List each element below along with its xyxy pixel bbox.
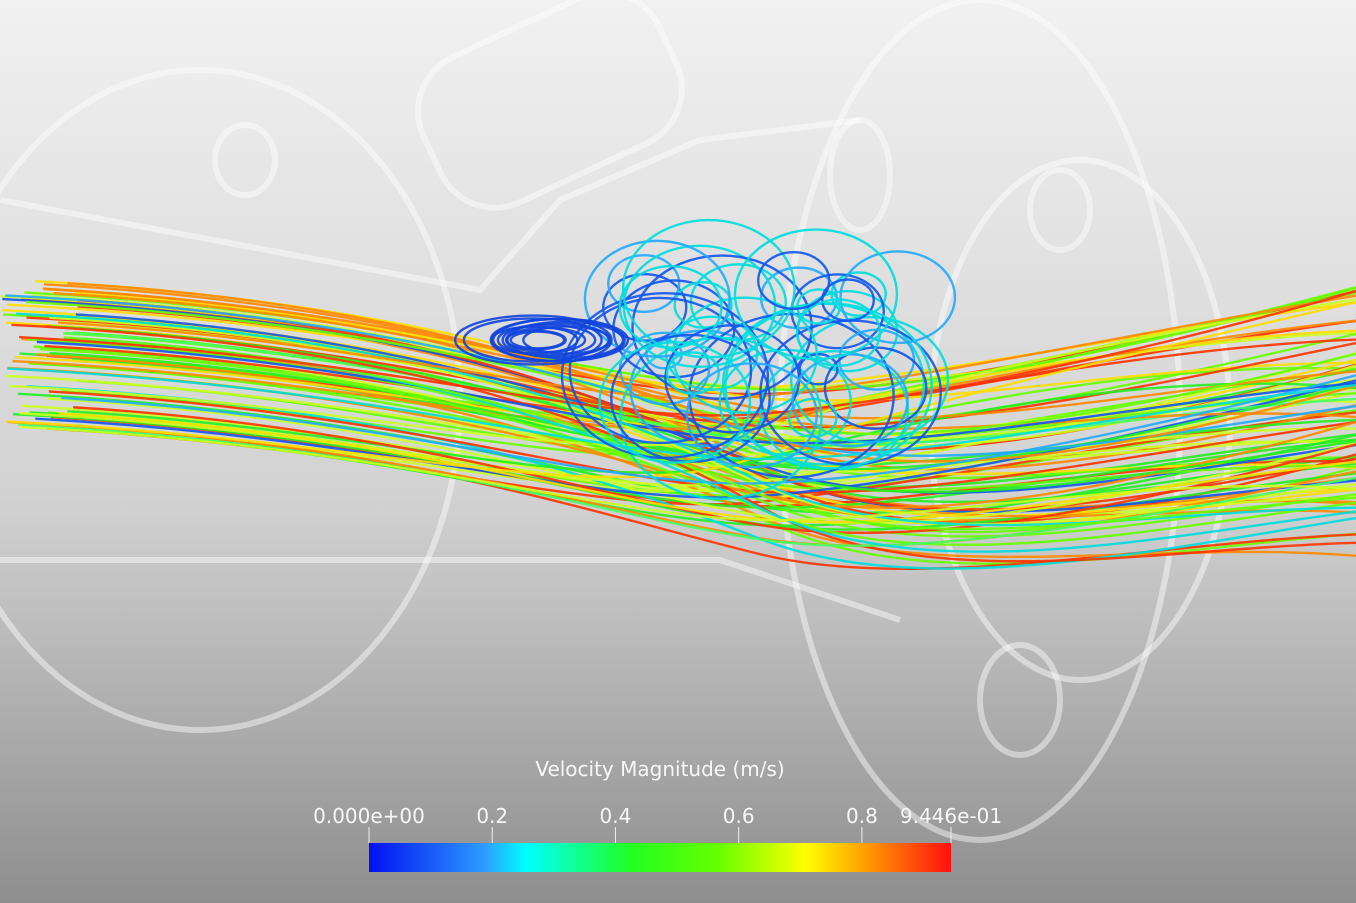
streamline — [61, 374, 1356, 485]
streamline — [42, 287, 1356, 420]
vortex-line — [839, 250, 957, 345]
vortex-line — [795, 298, 882, 367]
vortex-line — [685, 362, 818, 469]
streamline — [49, 351, 1356, 471]
vortex-line — [453, 314, 613, 366]
vortex-line — [509, 330, 566, 350]
streamline — [19, 289, 1356, 417]
vortex-line — [489, 317, 626, 363]
vortex-line — [724, 302, 933, 470]
tick-label: 9.446e-01 — [900, 804, 1002, 828]
vortex-line — [462, 317, 603, 363]
streamline — [39, 347, 1356, 546]
tick-label: 0.6 — [723, 804, 755, 828]
color-legend: Velocity Magnitude (m/s) 0.000e+00 0.2 0.4… — [313, 757, 1002, 872]
streamlines — [0, 218, 1356, 571]
tick-label: 0.8 — [846, 804, 878, 828]
vortex-line — [568, 296, 753, 445]
vortex-line — [501, 322, 610, 358]
vortex-line — [718, 348, 853, 456]
streamline — [26, 385, 1356, 570]
tick-label: 0.000e+00 — [313, 804, 425, 828]
streamline — [7, 367, 1356, 461]
vortex-line — [607, 253, 681, 314]
streamline — [44, 338, 1356, 422]
color-bar — [369, 843, 951, 872]
streamline — [12, 412, 1356, 509]
streamline — [11, 323, 1356, 563]
vortex-line — [733, 228, 899, 361]
vortex-line — [583, 239, 731, 358]
vortex-line — [756, 250, 831, 311]
vortex-line — [821, 278, 875, 322]
vortex-line — [673, 281, 733, 329]
vortex-line — [602, 273, 688, 342]
tick-label: 0.2 — [476, 804, 508, 828]
streamline — [48, 390, 1356, 494]
streamline — [49, 316, 1356, 526]
vortex-line — [622, 244, 777, 369]
legend-title: Velocity Magnitude (m/s) — [535, 757, 784, 781]
tick-label: 0.4 — [600, 804, 632, 828]
streamline — [19, 425, 1356, 522]
vortex-line — [798, 352, 839, 386]
vortex-line — [664, 315, 759, 391]
vortex-line — [618, 265, 723, 349]
vortex-line — [496, 323, 597, 357]
streamline — [73, 406, 1356, 535]
vortex-line — [598, 341, 752, 464]
vortex-line — [560, 291, 770, 460]
